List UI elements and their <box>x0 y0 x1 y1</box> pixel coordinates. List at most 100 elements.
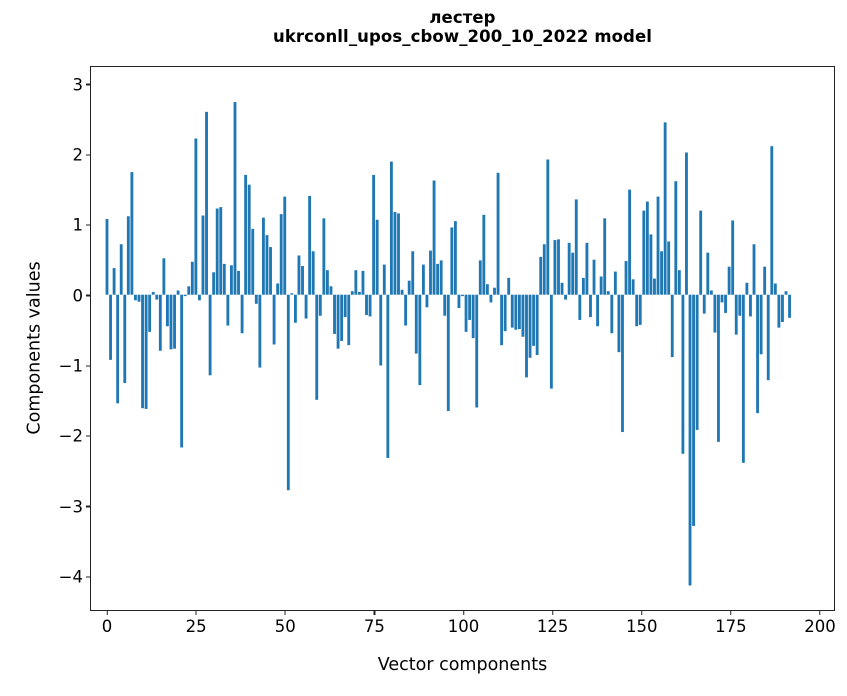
bar <box>706 252 710 295</box>
bar <box>699 210 703 295</box>
x-tick-mark <box>195 610 197 615</box>
bar <box>777 294 781 328</box>
bar <box>645 201 649 295</box>
bar <box>116 294 120 404</box>
x-tick-label: 125 <box>536 617 569 636</box>
x-tick-mark <box>551 610 554 615</box>
bar <box>443 294 447 316</box>
bar <box>535 294 539 355</box>
x-tick: 200 <box>804 610 836 636</box>
bar <box>667 241 671 295</box>
y-axis-label: Components values <box>24 261 45 435</box>
bar <box>610 294 614 334</box>
bar <box>653 278 656 295</box>
bar <box>382 264 386 295</box>
bar <box>635 294 639 327</box>
bar <box>624 261 628 295</box>
bar <box>407 280 411 295</box>
bar <box>471 294 475 339</box>
y-tick-label: 1 <box>72 215 84 235</box>
bar <box>215 208 219 295</box>
bar <box>557 239 560 295</box>
bar <box>379 294 383 366</box>
bar <box>553 240 557 295</box>
x-tick: 50 <box>275 610 296 636</box>
y-axis-label-wrapper: Components values <box>0 0 45 434</box>
bar <box>286 294 290 491</box>
bar <box>429 250 432 295</box>
bar <box>222 263 226 295</box>
y-tick-label: 0 <box>72 286 84 306</box>
bar <box>354 270 358 295</box>
bar <box>414 294 418 354</box>
bar <box>571 252 575 295</box>
bar <box>663 122 667 295</box>
bar <box>514 294 518 330</box>
x-tick: 175 <box>715 610 747 636</box>
bar <box>212 272 216 295</box>
x-axis-label: Vector components <box>377 655 548 675</box>
bar <box>560 282 564 295</box>
y-tick-label: 3 <box>72 75 84 95</box>
bar <box>112 268 116 295</box>
bar <box>322 218 326 295</box>
bar <box>436 263 440 295</box>
bar <box>439 260 443 295</box>
bar <box>180 294 184 448</box>
bar <box>485 284 489 295</box>
bar <box>400 289 404 295</box>
chart-title: лестер ukrconll_upos_cbow_200_10_2022 mo… <box>90 8 835 47</box>
bar <box>397 213 400 295</box>
y-tick: 2 <box>73 145 91 164</box>
y-tick-mark <box>86 435 91 437</box>
bar <box>109 294 112 360</box>
bar <box>258 294 262 368</box>
bar <box>745 282 749 295</box>
plot-area <box>91 67 834 610</box>
bar <box>681 294 685 454</box>
y-tick-label: −3 <box>58 497 83 517</box>
bar <box>233 102 237 295</box>
bar <box>290 293 294 295</box>
bar <box>357 291 361 295</box>
bar <box>724 294 727 313</box>
chart-title-line-1: лестер <box>429 8 496 27</box>
bar <box>276 283 280 295</box>
bar <box>425 294 429 308</box>
bar <box>386 294 390 458</box>
bar <box>773 283 777 295</box>
bar <box>176 290 180 295</box>
bar <box>596 294 600 327</box>
bar <box>411 251 415 295</box>
y-tick: −1 <box>59 356 91 375</box>
bar <box>677 270 681 295</box>
bar <box>190 261 194 295</box>
bar <box>244 174 248 295</box>
bar <box>446 294 450 412</box>
y-tick-mark <box>86 505 91 508</box>
y-tick: −2 <box>59 427 91 446</box>
bar <box>453 221 457 295</box>
bar <box>119 244 123 295</box>
bar <box>642 210 646 295</box>
bar <box>318 294 322 316</box>
bar <box>638 294 642 325</box>
bar <box>688 294 692 586</box>
bar <box>781 294 784 323</box>
bar <box>628 189 632 295</box>
bar <box>404 294 408 326</box>
bar <box>685 152 688 295</box>
bar <box>166 294 169 327</box>
x-tick: 25 <box>186 610 207 636</box>
x-tick-mark <box>641 610 643 615</box>
bar <box>766 294 770 381</box>
bar <box>464 294 468 332</box>
bar <box>788 294 791 318</box>
bar <box>599 276 603 295</box>
bar <box>532 294 536 346</box>
bar <box>674 181 678 295</box>
bar <box>613 271 617 295</box>
bar <box>247 184 251 295</box>
bar <box>134 294 137 301</box>
bar <box>749 294 752 317</box>
